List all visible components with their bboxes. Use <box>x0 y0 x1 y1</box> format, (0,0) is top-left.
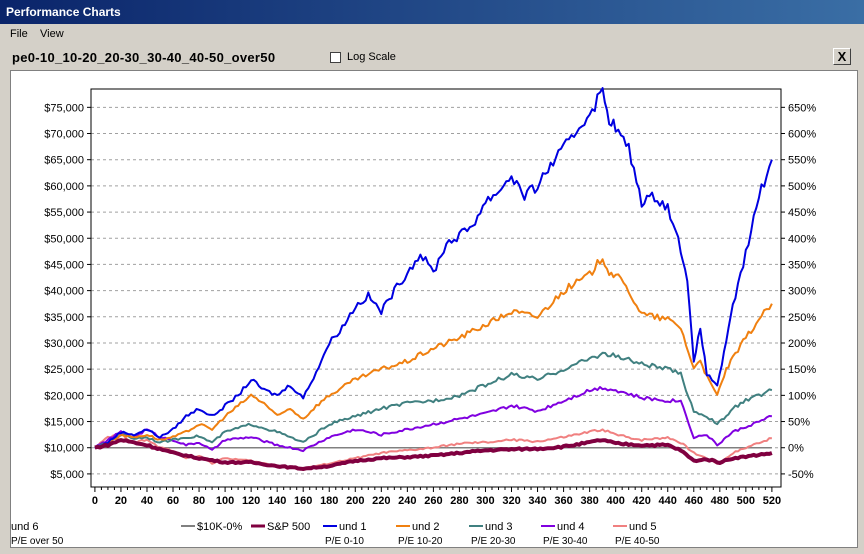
y-tick-label-left: $70,000 <box>44 129 84 141</box>
x-tick-label: 160 <box>294 495 312 507</box>
x-tick-label: 280 <box>450 495 468 507</box>
x-tick-label: 240 <box>398 495 416 507</box>
x-tick-label: 360 <box>554 495 572 507</box>
y-tick-label-left: $30,000 <box>44 338 84 350</box>
series-line <box>94 438 773 471</box>
x-tick-label: 220 <box>372 495 390 507</box>
menu-bar: File View <box>0 26 864 44</box>
y-tick-label-right: 600% <box>788 129 816 141</box>
chart-name: pe0-10_10-20_20-30_30-40_40-50_over50 <box>12 50 276 65</box>
y-tick-label-left: $45,000 <box>44 259 84 271</box>
x-tick-label: 520 <box>763 495 781 507</box>
y-tick-label-right: 100% <box>788 390 816 402</box>
window-title: Performance Charts <box>6 5 121 19</box>
y-tick-label-left: $50,000 <box>44 233 84 245</box>
y-tick-label-right: 350% <box>788 259 816 271</box>
y-tick-label-left: $35,000 <box>44 312 84 324</box>
legend-label: und 2 <box>412 521 440 533</box>
x-tick-label: 80 <box>193 495 205 507</box>
legend-label: und 4 <box>557 521 585 533</box>
y-tick-label-left: $25,000 <box>44 364 84 376</box>
menu-view[interactable]: View <box>40 28 64 40</box>
x-tick-label: 120 <box>242 495 260 507</box>
legend-sublabel: P/E 40-50 <box>615 536 660 547</box>
legend-sublabel: P/E 0-10 <box>325 536 364 547</box>
y-tick-label-right: 300% <box>788 286 816 298</box>
y-tick-label-right: 150% <box>788 364 816 376</box>
y-tick-label-left: $40,000 <box>44 286 84 298</box>
y-tick-label-right: 50% <box>788 417 810 429</box>
close-chart-button[interactable]: X <box>833 48 851 65</box>
x-tick-label: 420 <box>633 495 651 507</box>
legend-sublabel: P/E 10-20 <box>398 536 443 547</box>
y-tick-label-left: $20,000 <box>44 390 84 402</box>
y-tick-label-left: $15,000 <box>44 417 84 429</box>
y-tick-label-left: $55,000 <box>44 207 84 219</box>
x-tick-label: 200 <box>346 495 364 507</box>
legend-label: und 3 <box>485 521 513 533</box>
x-tick-label: 140 <box>268 495 286 507</box>
x-tick-label: 60 <box>167 495 179 507</box>
window-titlebar: Performance Charts <box>0 0 864 24</box>
legend-label: und 5 <box>629 521 657 533</box>
x-tick-label: 260 <box>424 495 442 507</box>
chart-toolbar: pe0-10_10-20_20-30_30-40_40-50_over50 Lo… <box>0 44 864 68</box>
y-tick-label-left: $65,000 <box>44 155 84 167</box>
legend-label: und 1 <box>339 521 367 533</box>
y-tick-label-right: 650% <box>788 102 816 114</box>
series-line <box>94 386 773 453</box>
log-scale-label: Log Scale <box>347 51 396 63</box>
x-tick-label: 380 <box>580 495 598 507</box>
x-tick-label: 500 <box>737 495 755 507</box>
legend-label: und 6 <box>11 521 39 533</box>
log-scale-checkbox[interactable] <box>330 51 341 63</box>
menu-file[interactable]: File <box>10 28 28 40</box>
series-line <box>94 351 773 450</box>
x-tick-label: 320 <box>502 495 520 507</box>
x-tick-label: 180 <box>320 495 338 507</box>
y-tick-label-left: $10,000 <box>44 443 84 455</box>
x-tick-label: 40 <box>141 495 153 507</box>
x-tick-label: 400 <box>606 495 624 507</box>
legend-sublabel: P/E 20-30 <box>471 536 516 547</box>
log-scale-toggle[interactable]: Log Scale <box>330 51 396 63</box>
x-tick-label: 100 <box>216 495 234 507</box>
y-tick-label-left: $75,000 <box>44 102 84 114</box>
y-tick-label-left: $60,000 <box>44 181 84 193</box>
x-tick-label: 340 <box>528 495 546 507</box>
chart-panel: $5,000 -50% $10,000 0% $15,000 50% $20,000 100%… <box>10 70 858 548</box>
x-tick-label: 440 <box>659 495 677 507</box>
y-tick-label-right: 450% <box>788 207 816 219</box>
x-tick-label: 300 <box>476 495 494 507</box>
plot-frame <box>90 88 782 488</box>
x-tick-label: 0 <box>92 495 98 507</box>
performance-chart: $5,000 -50% $10,000 0% $15,000 50% $20,000 100%… <box>11 87 816 547</box>
series-line <box>94 87 773 449</box>
y-tick-label-right: -50% <box>788 469 814 481</box>
y-tick-label-right: 400% <box>788 233 816 245</box>
legend-label: S&P 500 <box>267 521 310 533</box>
y-tick-label-right: 550% <box>788 155 816 167</box>
x-tick-label: 460 <box>685 495 703 507</box>
y-tick-label-right: 0% <box>788 443 804 455</box>
y-tick-label-right: 200% <box>788 338 816 350</box>
y-tick-label-right: 250% <box>788 312 816 324</box>
x-tick-label: 20 <box>115 495 127 507</box>
y-tick-label-right: 500% <box>788 181 816 193</box>
series-line <box>94 258 773 449</box>
legend-sublabel: P/E over 50 <box>11 536 64 547</box>
y-tick-label-left: $5,000 <box>50 469 84 481</box>
legend-sublabel: P/E 30-40 <box>543 536 588 547</box>
x-tick-label: 480 <box>711 495 729 507</box>
legend-label: $10K-0% <box>197 521 242 533</box>
